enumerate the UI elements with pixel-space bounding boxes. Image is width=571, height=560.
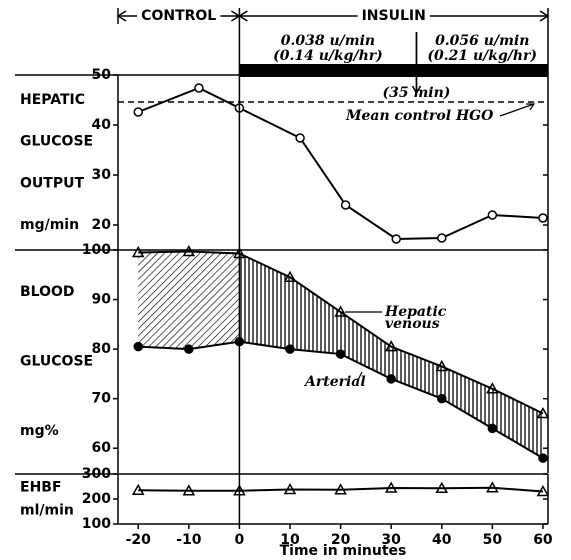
label-arrow — [356, 371, 363, 383]
point — [384, 340, 398, 352]
series-label: Hepatic — [384, 304, 447, 320]
y-axis-label: OUTPUT — [20, 175, 84, 191]
point — [538, 213, 548, 223]
point — [182, 484, 196, 496]
series-line — [138, 250, 544, 415]
label-arrow — [499, 103, 536, 117]
point — [283, 270, 297, 283]
x-tick-label: 40 — [432, 532, 452, 548]
point — [334, 483, 347, 495]
point — [437, 233, 447, 243]
y-axis-label: EHBF — [20, 480, 62, 496]
dose-change-label: (35 min) — [383, 85, 451, 101]
point — [435, 359, 449, 372]
dose-rate: 0.056 u/min — [435, 33, 529, 49]
y-axis-label: ml/min — [20, 502, 74, 518]
period-label: INSULIN — [362, 8, 426, 24]
y-axis-label: GLUCOSE — [20, 354, 93, 370]
point — [182, 244, 196, 257]
y-tick-label: 300 — [82, 466, 111, 482]
y-tick-label: 70 — [92, 391, 112, 407]
y-axis-label: HEPATIC — [20, 92, 85, 108]
point — [435, 481, 449, 493]
point — [538, 453, 548, 463]
point — [536, 484, 550, 497]
insulin-bar — [239, 64, 549, 77]
point — [340, 200, 351, 210]
shaded-region — [138, 251, 240, 350]
reference-label: Mean control HGO — [345, 108, 494, 124]
x-tick-label: 10 — [280, 532, 300, 548]
x-tick-label: 0 — [235, 532, 245, 548]
x-tick-label: 30 — [381, 532, 401, 548]
y-tick-label: 100 — [82, 242, 111, 258]
y-tick-label: 100 — [82, 516, 111, 532]
y-axis-label: mg/min — [20, 217, 79, 233]
point — [131, 483, 145, 495]
point — [283, 482, 297, 495]
point — [133, 341, 143, 352]
y-tick-label: 90 — [92, 292, 112, 308]
y-tick-label: 30 — [92, 167, 112, 183]
x-tick-label: 60 — [533, 532, 553, 548]
point — [184, 344, 194, 354]
point — [536, 406, 550, 419]
y-tick-label: 20 — [92, 217, 112, 233]
series-line — [138, 486, 544, 493]
point — [285, 344, 295, 354]
point — [194, 83, 204, 93]
arrow-head — [237, 10, 550, 22]
point — [133, 107, 143, 117]
point — [486, 382, 499, 394]
label-bg — [357, 8, 430, 24]
arrow-head — [411, 85, 422, 95]
y-axis-label: mg% — [20, 423, 59, 439]
x-axis-label: Time in minutes — [280, 543, 407, 559]
x-tick-label: 50 — [483, 532, 503, 548]
x-tick-label: -20 — [126, 532, 152, 548]
y-axis-label: BLOOD — [20, 284, 75, 300]
point — [334, 305, 347, 317]
x-tick-label: 20 — [331, 532, 351, 548]
y-tick-label: 200 — [82, 491, 111, 507]
point — [131, 245, 145, 258]
point — [487, 423, 498, 434]
point — [437, 393, 447, 404]
label-bg — [137, 8, 221, 24]
y-axis-label: GLUCOSE — [20, 134, 93, 150]
x-tick-label: -10 — [176, 532, 202, 548]
period-label: CONTROL — [141, 8, 216, 24]
dose-per-kg: (0.21 u/kg/hr) — [427, 48, 537, 64]
y-tick-label: 60 — [92, 440, 112, 456]
y-tick-label: 40 — [92, 117, 112, 133]
point — [487, 210, 498, 220]
series-label: Arterial — [303, 374, 366, 390]
point — [335, 349, 346, 359]
dose-rate: 0.038 u/min — [281, 33, 375, 49]
point — [384, 481, 398, 493]
point — [386, 374, 396, 384]
y-tick-label: 80 — [92, 341, 112, 357]
point — [391, 234, 401, 244]
shaded-region — [239, 253, 543, 459]
series-label: venous — [385, 316, 440, 332]
dose-per-kg: (0.14 u/kg/hr) — [273, 48, 383, 64]
y-tick-label: 50 — [92, 67, 112, 83]
point — [486, 481, 499, 493]
point — [295, 133, 305, 143]
